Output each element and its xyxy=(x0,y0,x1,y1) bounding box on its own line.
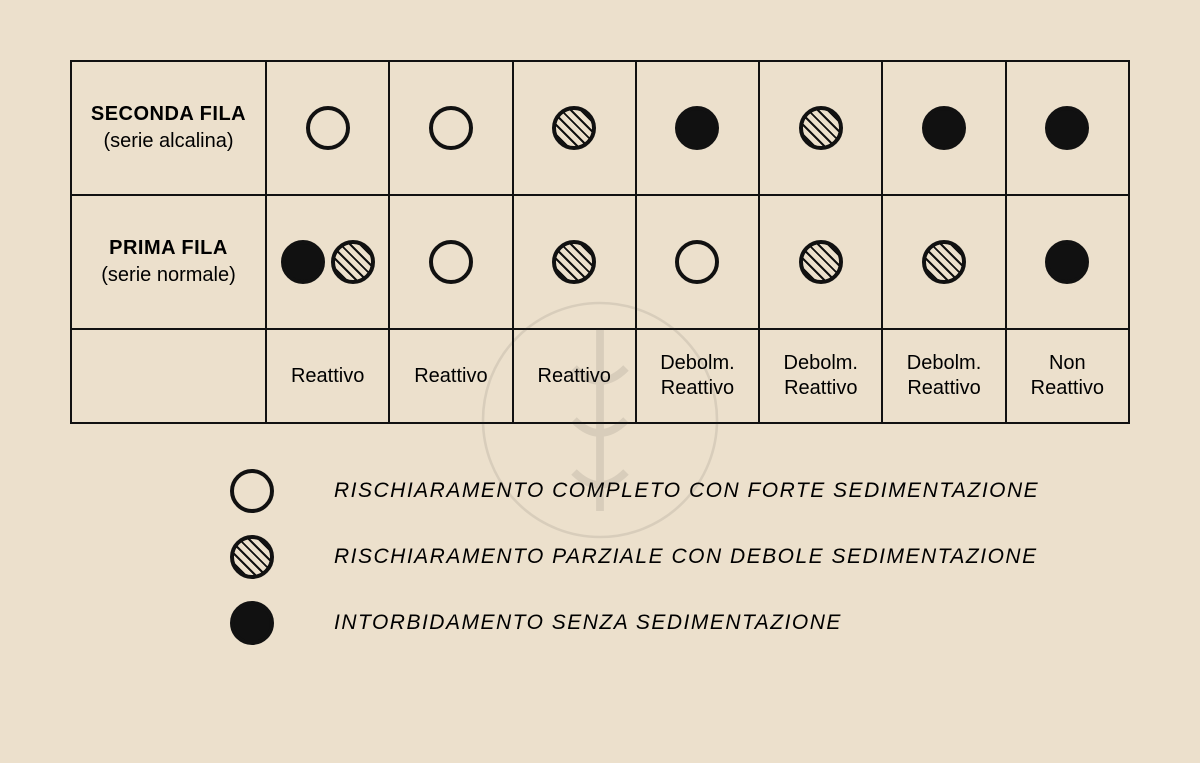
column-label: Debolm. Reattivo xyxy=(882,329,1005,423)
grid-cell xyxy=(513,195,636,329)
grid-cell xyxy=(636,61,759,195)
marker-solid-icon xyxy=(1045,240,1089,284)
grid-cell xyxy=(882,61,1005,195)
legend-marker-hatched-icon xyxy=(230,535,274,579)
grid-cell xyxy=(636,195,759,329)
legend-row: RISCHIARAMENTO PARZIALE CON DEBOLE SEDIM… xyxy=(230,535,1130,579)
grid-cell xyxy=(759,61,882,195)
grid-row-seconda: SECONDA FILA (serie alcalina) xyxy=(71,61,1129,195)
column-label: Non Reattivo xyxy=(1006,329,1129,423)
row-subtitle: (serie alcalina) xyxy=(73,128,264,155)
page: SECONDA FILA (serie alcalina) PRIMA FILA… xyxy=(0,0,1200,763)
marker-empty-icon xyxy=(429,240,473,284)
marker-hatched-icon xyxy=(552,106,596,150)
legend-row: RISCHIARAMENTO COMPLETO CON FORTE SEDIME… xyxy=(230,469,1130,513)
legend-row: INTORBIDAMENTO SENZA SEDIMENTAZIONE xyxy=(230,601,1130,645)
grid-cell xyxy=(759,195,882,329)
grid-cell xyxy=(389,61,512,195)
result-grid: SECONDA FILA (serie alcalina) PRIMA FILA… xyxy=(70,60,1130,424)
legend-text: RISCHIARAMENTO COMPLETO CON FORTE SEDIME… xyxy=(334,479,1039,503)
marker-hatched-icon xyxy=(922,240,966,284)
column-label: Reattivo xyxy=(513,329,636,423)
marker-solid-icon xyxy=(922,106,966,150)
row-header-seconda: SECONDA FILA (serie alcalina) xyxy=(71,61,266,195)
row-title: PRIMA FILA xyxy=(73,235,264,262)
marker-hatched-icon xyxy=(331,240,375,284)
grid-cell xyxy=(513,61,636,195)
column-label: Reattivo xyxy=(389,329,512,423)
marker-empty-icon xyxy=(675,240,719,284)
row-header-empty xyxy=(71,329,266,423)
grid-cell xyxy=(389,195,512,329)
column-label: Debolm. Reattivo xyxy=(636,329,759,423)
column-label: Debolm. Reattivo xyxy=(759,329,882,423)
grid-row-prima: PRIMA FILA (serie normale) xyxy=(71,195,1129,329)
row-title: SECONDA FILA xyxy=(73,101,264,128)
legend-text: INTORBIDAMENTO SENZA SEDIMENTAZIONE xyxy=(334,611,842,635)
row-header-prima: PRIMA FILA (serie normale) xyxy=(71,195,266,329)
legend-text: RISCHIARAMENTO PARZIALE CON DEBOLE SEDIM… xyxy=(334,545,1038,569)
row-subtitle: (serie normale) xyxy=(73,262,264,289)
grid-cell xyxy=(1006,195,1129,329)
column-label: Reattivo xyxy=(266,329,389,423)
legend-marker-solid-icon xyxy=(230,601,274,645)
legend: RISCHIARAMENTO COMPLETO CON FORTE SEDIME… xyxy=(230,469,1130,645)
marker-hatched-icon xyxy=(799,240,843,284)
grid-cell xyxy=(1006,61,1129,195)
marker-hatched-icon xyxy=(552,240,596,284)
marker-hatched-icon xyxy=(799,106,843,150)
marker-solid-icon xyxy=(281,240,325,284)
grid-cell xyxy=(882,195,1005,329)
grid-cell xyxy=(266,61,389,195)
marker-solid-icon xyxy=(1045,106,1089,150)
legend-marker-empty-icon xyxy=(230,469,274,513)
marker-empty-icon xyxy=(306,106,350,150)
marker-solid-icon xyxy=(675,106,719,150)
marker-empty-icon xyxy=(429,106,473,150)
grid-row-labels: Reattivo Reattivo Reattivo Debolm. Reatt… xyxy=(71,329,1129,423)
grid-cell xyxy=(266,195,389,329)
